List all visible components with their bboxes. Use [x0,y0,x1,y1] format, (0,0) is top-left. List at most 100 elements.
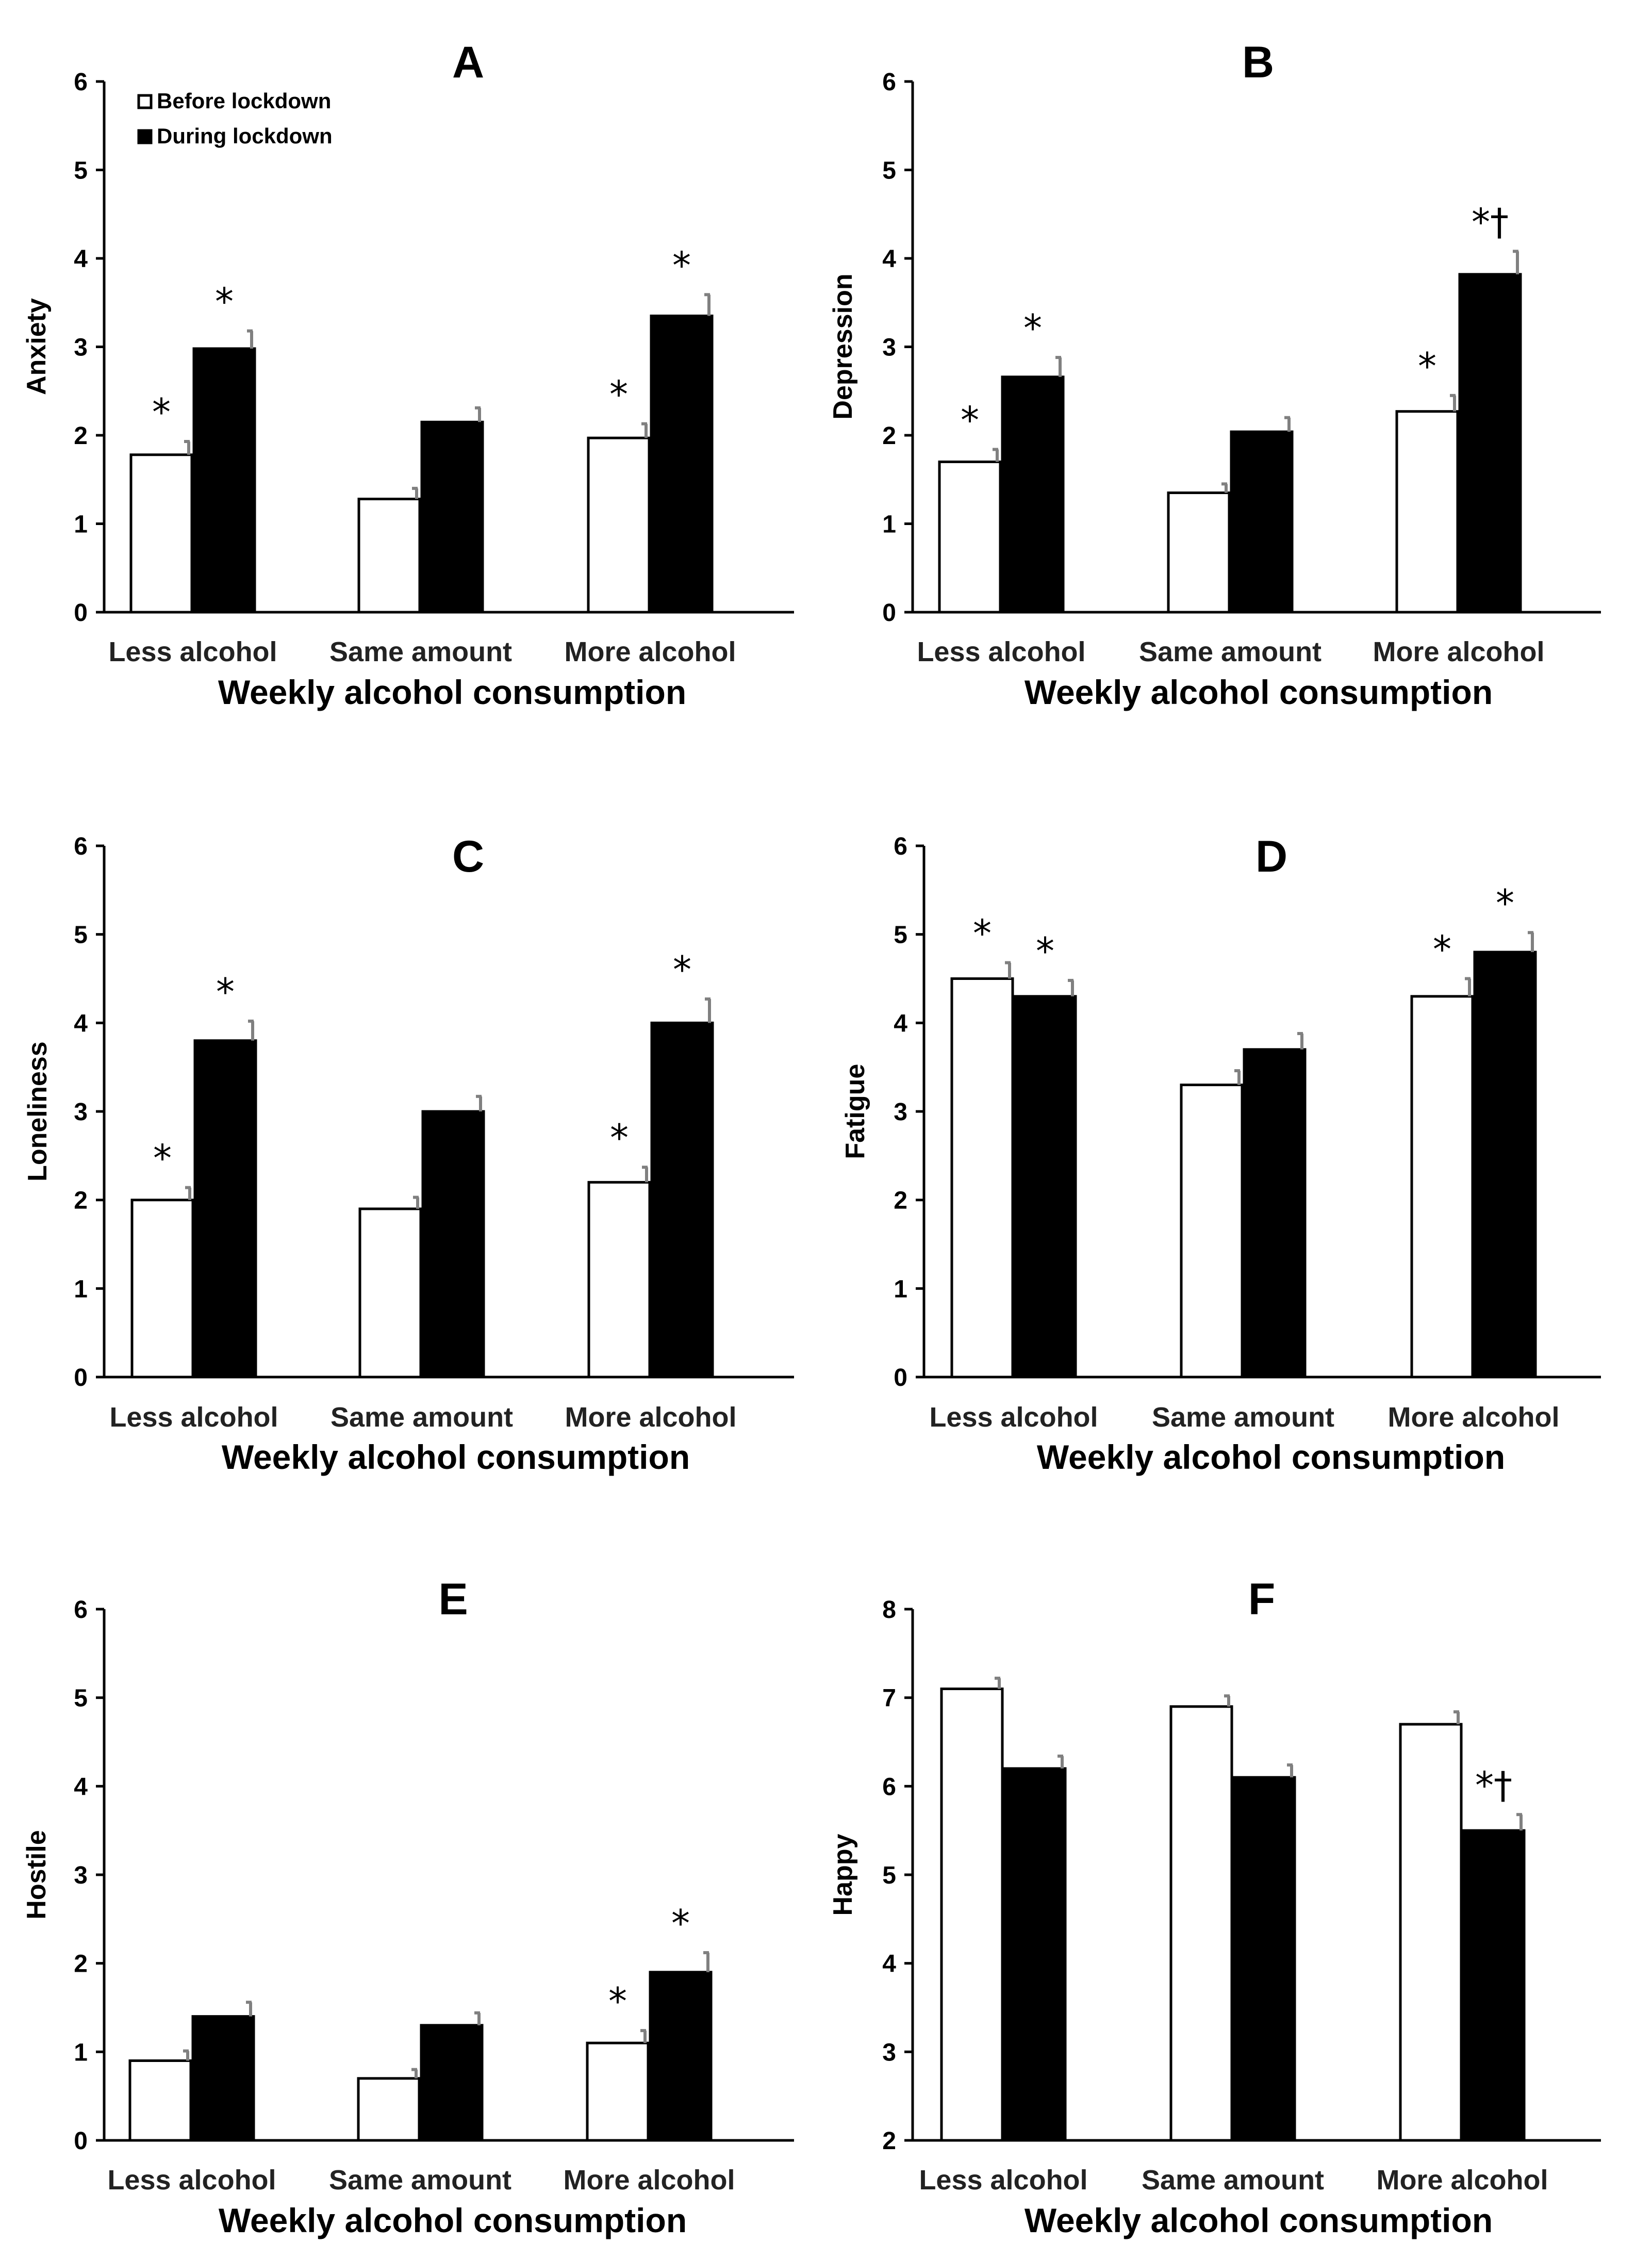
bar-e-during-3 [649,1971,713,2142]
significance-marker-b-before-1: * [961,398,979,441]
significance-marker-d-during-3: * [1496,881,1514,925]
x-tick-label-f: Same amount [1142,2165,1324,2196]
y-tick-label-b: 6 [882,69,896,96]
bar-b-during-1 [1001,375,1065,614]
significance-marker-b-during-3: *† [1472,200,1509,243]
y-axis-label-e: Hostile [22,1830,52,1919]
y-tick-label-b: 5 [882,157,896,185]
x-tick-label-d: Less alcohol [929,1402,1098,1433]
panel-a: A 0 1 2 3 4 5 6 * * * * Less alcohol Same amount More … [22,38,794,711]
x-axis-label-e: Weekly alcohol consumption [219,2201,687,2239]
x-tick-label-a: More alcohol [564,636,736,667]
x-tick-label-c: Less alcohol [109,1402,278,1433]
panel-b: B 0 1 2 3 4 5 6 * * * *† Less alcohol Same amount More… [828,38,1601,711]
bar-f-before-1 [940,1688,1004,2142]
bar-c-before-3 [587,1181,651,1379]
x-tick-label-c: Same amount [331,1402,513,1433]
y-tick-label-d: 6 [894,833,907,860]
significance-marker-d-before-3: * [1433,928,1451,971]
bar-c-before-1 [130,1199,194,1379]
y-tick-label-d: 2 [894,1187,907,1215]
y-tick-label-d: 1 [894,1275,907,1303]
y-tick-label-a: 5 [74,157,88,185]
panel-letter-d: D [1255,832,1287,881]
bar-a-before-2 [357,497,421,614]
y-tick-label-c: 1 [74,1275,88,1303]
y-tick-label-a: 4 [74,245,88,273]
x-axis-label-b: Weekly alcohol consumption [1025,673,1493,711]
y-axis-label-b: Depression [828,273,858,419]
y-axis-label-d: Fatigue [840,1064,870,1159]
x-axis-label-f: Weekly alcohol consumption [1025,2201,1493,2239]
significance-marker-a-before-1: * [152,390,171,434]
panel-d: D 0 1 2 3 4 5 6 * * * * Less alcohol Same amount More … [840,832,1601,1476]
y-tick-label-d: 3 [894,1099,907,1126]
y-tick-label-e: 1 [74,2039,88,2066]
y-tick-label-f: 3 [882,2039,896,2066]
x-tick-label-e: Less alcohol [107,2165,276,2196]
y-tick-label-f: 5 [882,1862,896,1889]
significance-marker-a-during-1: * [215,280,234,323]
x-tick-label-a: Same amount [329,636,512,667]
significance-marker-c-before-3: * [610,1116,629,1159]
bar-a-during-2 [420,420,484,614]
y-tick-label-e: 4 [74,1773,88,1800]
y-tick-label-e: 3 [74,1862,88,1889]
bar-e-during-1 [191,2015,255,2142]
bar-e-during-2 [420,2024,484,2142]
y-tick-label-b: 1 [882,511,896,538]
significance-marker-c-during-3: * [673,948,691,991]
bar-e-before-2 [357,2077,421,2142]
legend-label-during: During lockdown [157,124,333,148]
bar-b-before-3 [1395,410,1459,614]
y-tick-label-f: 7 [882,1685,896,1712]
bar-a-before-1 [129,453,193,614]
x-axis-label-c: Weekly alcohol consumption [222,1438,690,1476]
bar-c-before-2 [358,1207,422,1379]
panel-c: C 0 1 2 3 4 5 6 * * * * Less alcohol Same amount More … [23,832,794,1476]
bar-f-before-2 [1169,1705,1233,2142]
x-tick-label-c: More alcohol [565,1402,736,1433]
x-tick-label-f: More alcohol [1376,2165,1548,2196]
y-tick-label-f: 8 [882,1596,896,1624]
y-tick-label-c: 4 [74,1010,88,1037]
legend-swatch-before [137,94,153,109]
bar-b-during-3 [1458,273,1522,614]
bar-d-during-1 [1013,995,1077,1379]
x-tick-label-b: Less alcohol [917,636,1085,667]
significance-marker-c-before-1: * [153,1137,172,1180]
y-tick-label-d: 4 [894,1010,907,1037]
bar-b-during-2 [1230,430,1294,614]
significance-marker-c-during-1: * [216,970,235,1013]
x-tick-label-e: More alcohol [563,2165,735,2196]
x-tick-label-d: More alcohol [1387,1402,1559,1433]
y-tick-label-a: 6 [74,69,88,96]
x-tick-label-b: More alcohol [1373,636,1544,667]
bar-d-during-3 [1473,951,1537,1379]
y-tick-label-c: 2 [74,1187,88,1215]
y-tick-label-b: 0 [882,599,896,627]
y-tick-label-f: 2 [882,2127,896,2155]
x-tick-label-e: Same amount [329,2165,511,2196]
y-axis-label-c: Loneliness [23,1041,53,1182]
bar-a-during-1 [192,347,256,614]
panel-letter-a: A [452,38,484,87]
panel-e: E 0 1 2 3 4 5 6 * * Less alcohol Same amount More al… [22,1575,794,2239]
significance-marker-d-before-1: * [973,912,992,955]
y-tick-label-d: 5 [894,922,907,949]
panel-letter-b: B [1242,38,1274,87]
x-tick-label-b: Same amount [1139,636,1321,667]
y-tick-label-b: 3 [882,334,896,362]
bar-f-during-2 [1232,1776,1296,2142]
x-axis-label-d: Weekly alcohol consumption [1037,1438,1505,1476]
bar-d-before-1 [950,977,1014,1379]
x-tick-label-f: Less alcohol [919,2165,1087,2196]
y-tick-label-d: 0 [894,1364,907,1392]
y-tick-label-b: 4 [882,245,896,273]
y-axis-label-a: Anxiety [22,298,52,395]
significance-marker-f-during-3: *† [1475,1763,1512,1807]
y-tick-label-e: 0 [74,2127,88,2155]
y-tick-label-c: 5 [74,922,88,949]
